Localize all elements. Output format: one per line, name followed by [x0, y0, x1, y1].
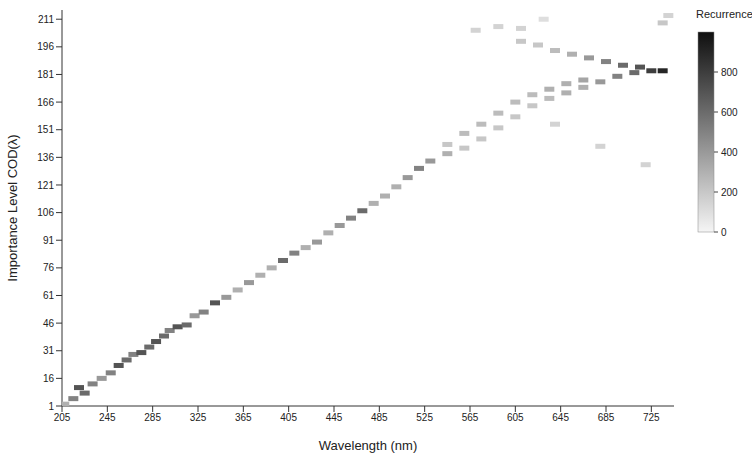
svg-text:485: 485 [371, 412, 388, 423]
svg-text:106: 106 [37, 207, 54, 218]
svg-text:725: 725 [643, 412, 660, 423]
svg-text:Wavelength (nm): Wavelength (nm) [319, 438, 418, 453]
svg-text:445: 445 [326, 412, 343, 423]
svg-text:211: 211 [38, 14, 54, 25]
svg-text:600: 600 [721, 107, 738, 118]
svg-text:Recurrence: Recurrence [696, 8, 752, 20]
svg-text:76: 76 [43, 262, 55, 273]
svg-text:285: 285 [144, 412, 161, 423]
svg-text:121: 121 [37, 180, 54, 191]
svg-text:16: 16 [43, 373, 55, 384]
svg-text:166: 166 [37, 97, 54, 108]
svg-text:405: 405 [280, 412, 297, 423]
svg-text:245: 245 [99, 412, 116, 423]
svg-text:645: 645 [552, 412, 569, 423]
svg-text:525: 525 [416, 412, 433, 423]
svg-text:61: 61 [43, 290, 55, 301]
svg-text:400: 400 [721, 147, 738, 158]
svg-text:685: 685 [598, 412, 615, 423]
svg-text:565: 565 [462, 412, 479, 423]
svg-text:151: 151 [37, 124, 54, 135]
svg-text:46: 46 [43, 318, 55, 329]
svg-text:205: 205 [54, 412, 71, 423]
svg-text:325: 325 [190, 412, 207, 423]
svg-text:91: 91 [43, 235, 55, 246]
svg-text:136: 136 [37, 152, 54, 163]
svg-text:0: 0 [721, 227, 727, 238]
svg-text:1: 1 [48, 401, 54, 412]
svg-text:196: 196 [37, 41, 54, 52]
svg-text:31: 31 [43, 345, 55, 356]
svg-text:605: 605 [507, 412, 524, 423]
svg-text:Importance Level COD(λ): Importance Level COD(λ) [5, 134, 20, 281]
svg-text:200: 200 [721, 187, 738, 198]
svg-text:365: 365 [235, 412, 252, 423]
svg-text:800: 800 [721, 67, 738, 78]
svg-text:181: 181 [37, 69, 54, 80]
